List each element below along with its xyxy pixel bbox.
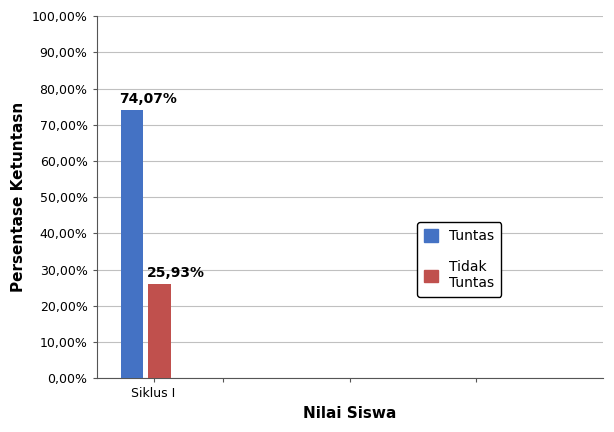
Bar (149, 284, 171, 378)
Legend: Tuntas, Tidak
Tuntas: Tuntas, Tidak Tuntas (418, 222, 502, 297)
Y-axis label: Persentase Ketuntasn: Persentase Ketuntasn (11, 102, 26, 292)
X-axis label: Nilai Siswa: Nilai Siswa (303, 406, 397, 421)
Bar (120, 110, 144, 378)
Text: 25,93%: 25,93% (147, 266, 205, 280)
Text: 74,07%: 74,07% (119, 92, 177, 106)
